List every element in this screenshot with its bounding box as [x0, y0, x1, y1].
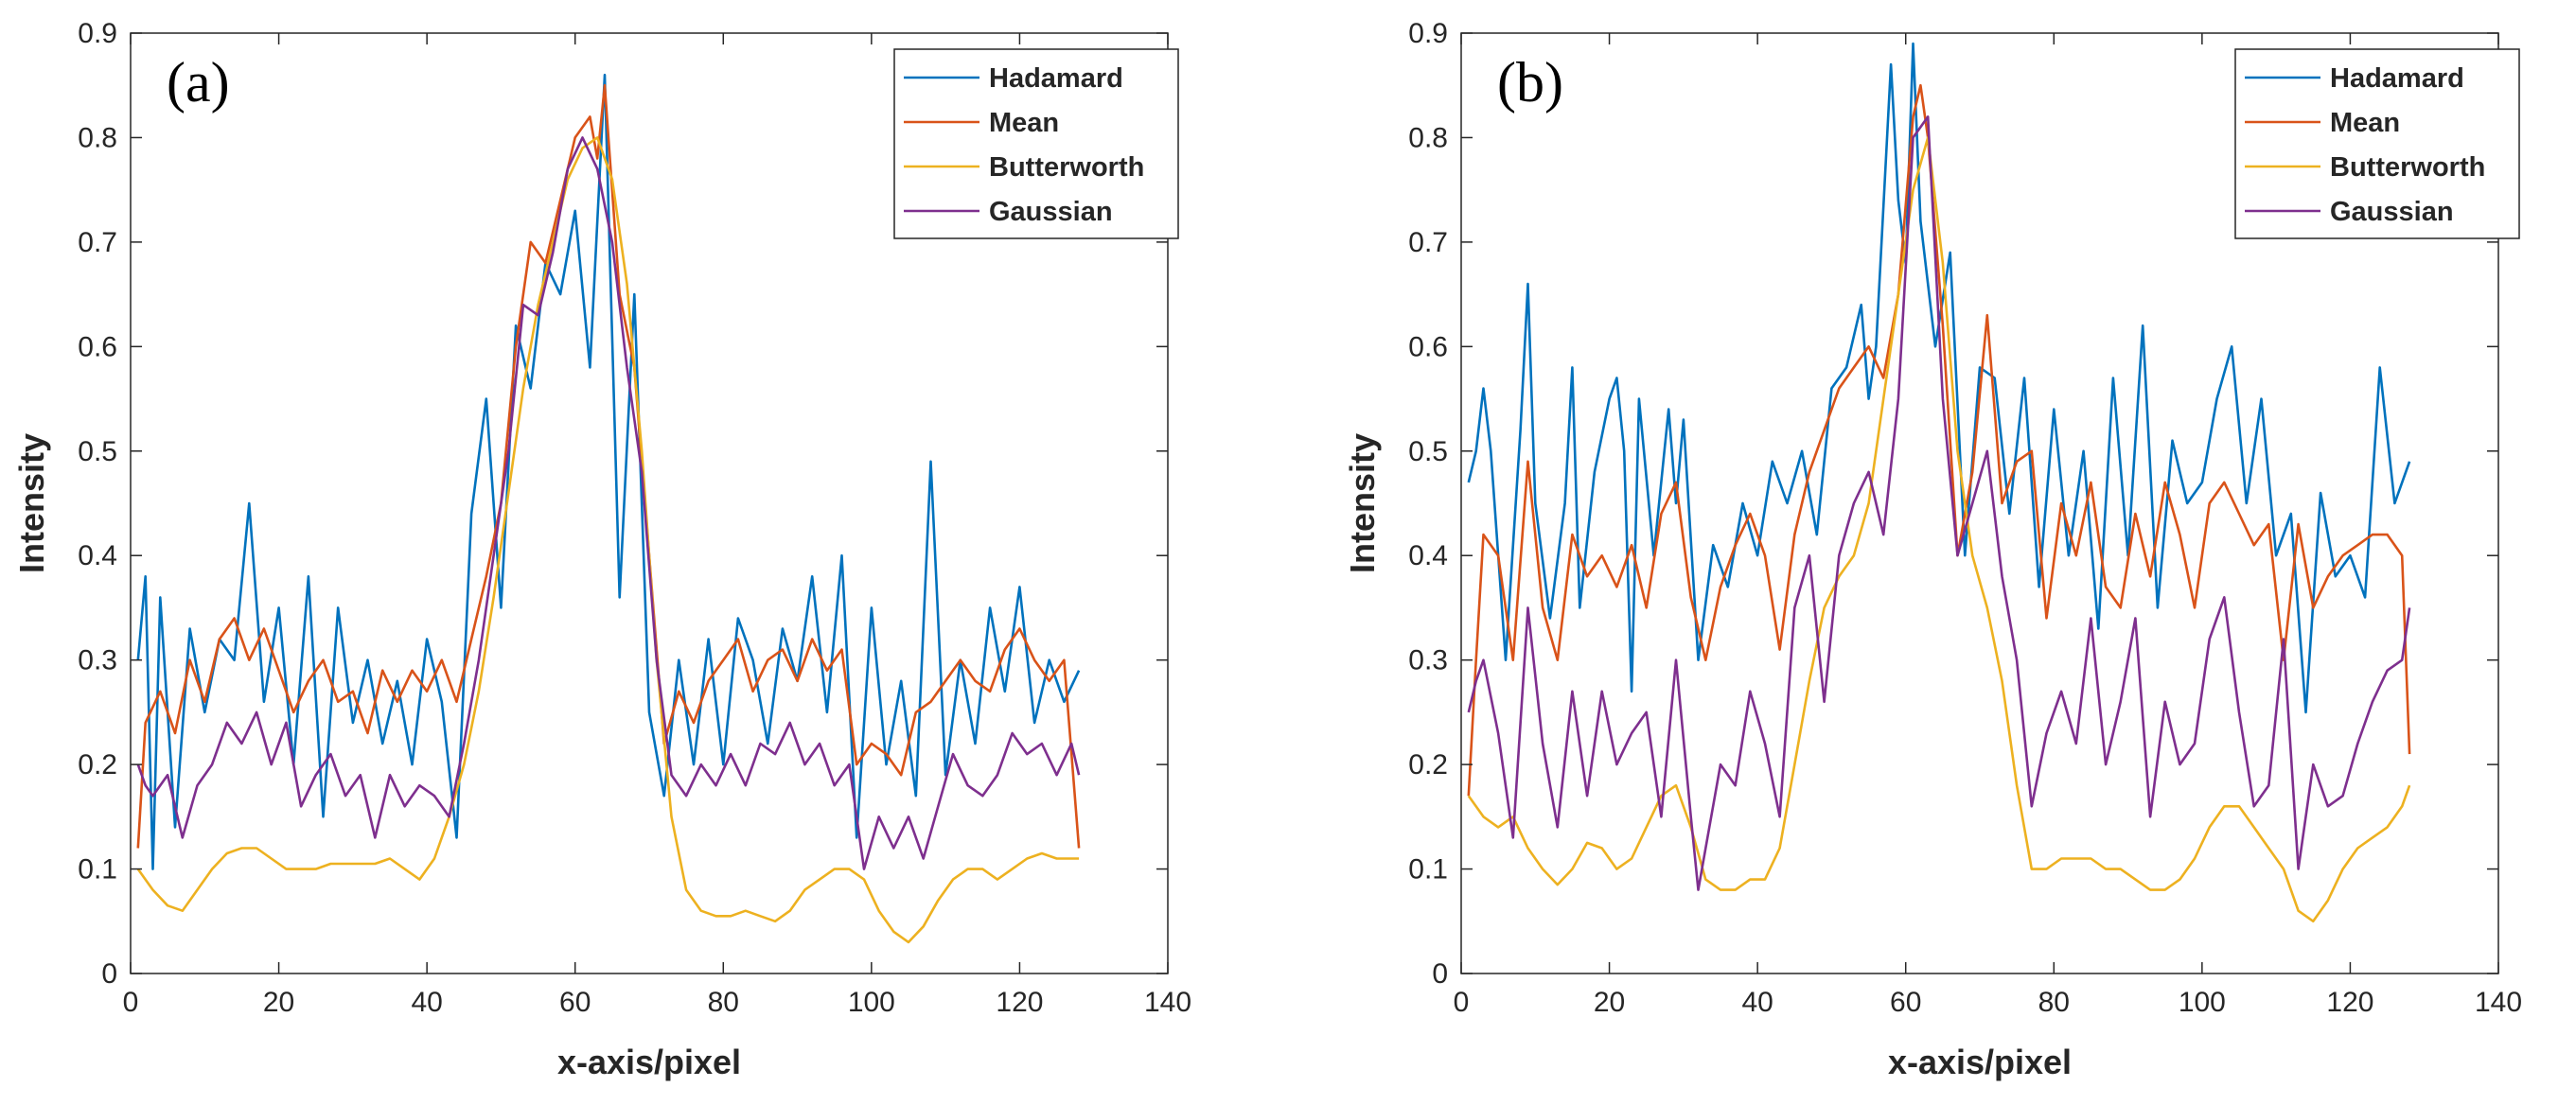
y-tick-label: 0.3	[1408, 645, 1448, 676]
legend-label-hadamard: Hadamard	[2330, 63, 2464, 94]
y-tick-label: 0.8	[1408, 122, 1448, 153]
y-tick-label: 0.8	[78, 122, 117, 153]
legend-box	[893, 48, 1179, 239]
y-tick-label: 0.5	[78, 436, 117, 467]
y-tick-label: 0.7	[78, 227, 117, 258]
x-tick-label: 80	[708, 987, 739, 1018]
x-tick-label: 140	[1144, 987, 1191, 1018]
y-tick-label: 0.1	[1408, 854, 1448, 886]
y-tick-label: 0.9	[78, 18, 117, 49]
x-tick-label: 40	[411, 987, 442, 1018]
y-tick-label: 0.4	[78, 540, 117, 571]
series-line-gaussian	[136, 136, 1081, 870]
x-tick-label: 40	[1741, 987, 1773, 1018]
legend-label-mean: Mean	[2330, 108, 2400, 138]
legend: Hadamard Mean Butterworth Gaussian	[893, 48, 1179, 239]
y-tick-label: 0.9	[1408, 18, 1448, 49]
series-line-butterworth	[1467, 136, 2411, 923]
x-tick-label: 0	[1454, 987, 1470, 1018]
x-tick-label: 80	[2038, 987, 2070, 1018]
series-line-hadamard	[136, 73, 1081, 870]
y-axis-label: Intensity	[12, 433, 51, 573]
chart-panel-a: 0 20 40 60 80 100 120 140 0 0.1 0.2 0.3 0.4 0.5 0.6 0.7…	[12, 18, 1191, 1081]
y-tick-label: 0.7	[1408, 227, 1448, 258]
legend-label-mean: Mean	[989, 108, 1059, 138]
legend-label-butterworth: Butterworth	[989, 152, 1144, 183]
series-group	[1467, 42, 2411, 923]
legend: Hadamard Mean Butterworth Gaussian	[2234, 48, 2520, 239]
chart-panel-b: 0 20 40 60 80 100 120 140 0 0.1 0.2 0.3 0.4 0.5 0.6 0.7…	[1343, 18, 2522, 1081]
x-axis-label: x-axis/pixel	[1888, 1043, 2072, 1081]
series-group	[136, 73, 1081, 944]
x-tick-label: 120	[996, 987, 1043, 1018]
x-tick-label: 120	[2326, 987, 2373, 1018]
panel-label: (b)	[1497, 51, 1563, 114]
series-line-mean	[136, 83, 1081, 849]
legend-label-gaussian: Gaussian	[2330, 197, 2454, 227]
y-tick-label: 0.2	[78, 749, 117, 781]
legend-box	[2234, 48, 2520, 239]
y-axis-label: Intensity	[1343, 433, 1382, 573]
y-tick-label: 0	[101, 958, 117, 990]
y-tick-label: 0.6	[1408, 331, 1448, 362]
x-tick-label: 100	[848, 987, 895, 1018]
y-tick-label: 0.6	[78, 331, 117, 362]
x-tick-label: 20	[263, 987, 294, 1018]
x-tick-label: 60	[1890, 987, 1921, 1018]
y-tick-label: 0.1	[78, 854, 117, 886]
legend-label-gaussian: Gaussian	[989, 197, 1113, 227]
y-tick-label: 0.2	[1408, 749, 1448, 781]
x-tick-label: 140	[2475, 987, 2522, 1018]
legend-label-butterworth: Butterworth	[2330, 152, 2485, 183]
x-axis-label: x-axis/pixel	[557, 1043, 741, 1081]
series-line-hadamard	[1467, 42, 2411, 714]
x-tick-label: 20	[1594, 987, 1625, 1018]
x-tick-label: 0	[123, 987, 139, 1018]
y-tick-label: 0.3	[78, 645, 117, 676]
series-line-butterworth	[136, 136, 1080, 944]
x-tick-label: 100	[2179, 987, 2226, 1018]
x-tick-label: 60	[559, 987, 591, 1018]
y-tick-label: 0.5	[1408, 436, 1448, 467]
legend-label-hadamard: Hadamard	[989, 63, 1123, 94]
panel-label: (a)	[167, 51, 230, 114]
series-line-gaussian	[1467, 115, 2411, 891]
y-tick-label: 0	[1432, 958, 1448, 990]
y-tick-label: 0.4	[1408, 540, 1448, 571]
